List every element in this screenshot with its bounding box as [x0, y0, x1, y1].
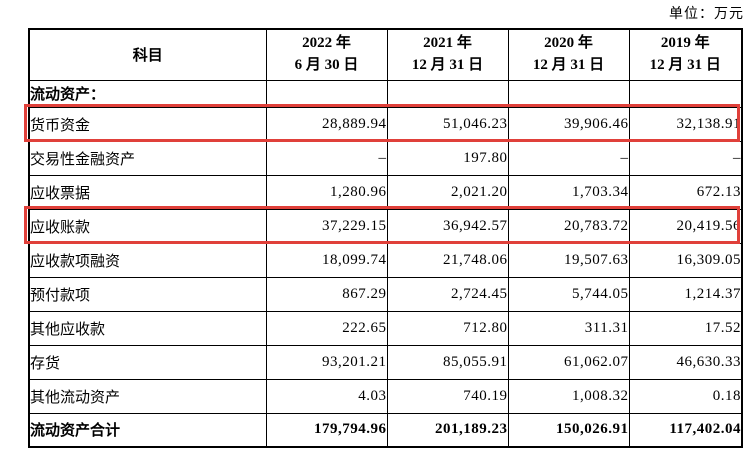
cell-value: 311.31: [507, 310, 630, 346]
column-header-2020: 2020 年 12 月 31 日: [507, 28, 630, 81]
table-row-accounts-receivable: 应收账款 37,229.15 36,942.57 20,783.72 20,41…: [28, 208, 743, 244]
table-header-row: 科目 2022 年 6 月 30 日 2021 年 12 月 31 日 2020…: [28, 28, 743, 81]
cell-value: 712.80: [386, 310, 509, 346]
row-label: 流动资产：: [28, 79, 267, 108]
cell-value: 1,214.37: [628, 276, 743, 312]
cell-value: [507, 79, 630, 108]
cell-value: 201,189.23: [386, 412, 509, 448]
cell-value: 0.18: [628, 378, 743, 414]
cell-value: 17.52: [628, 310, 743, 346]
cell-value: 37,229.15: [265, 208, 388, 244]
cell-value: 2,724.45: [386, 276, 509, 312]
cell-value: 39,906.46: [507, 106, 630, 142]
cell-value: 222.65: [265, 310, 388, 346]
row-label: 应收票据: [28, 174, 267, 210]
cell-value: 5,744.05: [507, 276, 630, 312]
row-label: 其他流动资产: [28, 378, 267, 414]
row-label: 流动资产合计: [28, 412, 267, 448]
row-label: 应收款项融资: [28, 242, 267, 278]
cell-value: –: [265, 140, 388, 176]
cell-value: 36,942.57: [386, 208, 509, 244]
cell-value: [265, 79, 388, 108]
table-row-total-current-assets: 流动资产合计 179,794.96 201,189.23 150,026.91 …: [28, 412, 743, 448]
table-row-other-current-assets: 其他流动资产 4.03 740.19 1,008.32 0.18: [28, 378, 743, 414]
table-row-inventory: 存货 93,201.21 85,055.91 61,062.07 46,630.…: [28, 344, 743, 380]
column-header-line1: 2022 年: [302, 35, 351, 51]
row-label: 存货: [28, 344, 267, 380]
cell-value: 2,021.20: [386, 174, 509, 210]
cell-value: 740.19: [386, 378, 509, 414]
cell-value: 20,419.56: [628, 208, 743, 244]
cell-value: –: [507, 140, 630, 176]
column-header-line2: 6 月 30 日: [294, 56, 359, 73]
cell-value: 18,099.74: [265, 242, 388, 278]
cell-value: 28,889.94: [265, 106, 388, 142]
column-header-line1: 2019 年: [660, 35, 710, 51]
column-header-2021: 2021 年 12 月 31 日: [386, 28, 509, 81]
cell-value: 93,201.21: [265, 344, 388, 380]
table-row-monetary-funds: 货币资金 28,889.94 51,046.23 39,906.46 32,13…: [28, 106, 743, 142]
cell-value: [628, 79, 743, 108]
cell-value: 1,703.34: [507, 174, 630, 210]
table-row-prepayments: 预付款项 867.29 2,724.45 5,744.05 1,214.37: [28, 276, 743, 312]
cell-value: 51,046.23: [386, 106, 509, 142]
row-label: 预付款项: [28, 276, 267, 312]
cell-value: 197.80: [386, 140, 509, 176]
cell-value: 21,748.06: [386, 242, 509, 278]
current-assets-table: 科目 2022 年 6 月 30 日 2021 年 12 月 31 日 2020…: [28, 28, 743, 448]
table-row-receivables-financing: 应收款项融资 18,099.74 21,748.06 19,507.63 16,…: [28, 242, 743, 278]
column-header-line1: 2020 年: [544, 35, 593, 51]
row-label: 其他应收款: [28, 310, 267, 346]
column-header-2019: 2019 年 12 月 31 日: [628, 28, 743, 81]
cell-value: –: [628, 140, 743, 176]
column-header-line2: 12 月 31 日: [649, 56, 721, 73]
unit-label: 单位：万元: [669, 7, 744, 22]
table-row-notes-receivable: 应收票据 1,280.96 2,021.20 1,703.34 672.13: [28, 174, 743, 210]
cell-value: 61,062.07: [507, 344, 630, 380]
table-row-trading-financial-assets: 交易性金融资产 – 197.80 – –: [28, 140, 743, 176]
cell-value: 1,280.96: [265, 174, 388, 210]
table-row-current-assets-section: 流动资产：: [28, 79, 743, 108]
cell-value: 19,507.63: [507, 242, 630, 278]
cell-value: 867.29: [265, 276, 388, 312]
cell-value: 672.13: [628, 174, 743, 210]
cell-value: 20,783.72: [507, 208, 630, 244]
cell-value: 117,402.04: [628, 412, 743, 448]
row-label: 货币资金: [28, 106, 267, 142]
row-label: 交易性金融资产: [28, 140, 267, 176]
table-row-other-receivables: 其他应收款 222.65 712.80 311.31 17.52: [28, 310, 743, 346]
cell-value: 150,026.91: [507, 412, 630, 448]
column-header-line1: 2021 年: [423, 35, 472, 51]
cell-value: 32,138.91: [628, 106, 743, 142]
row-label: 应收账款: [28, 208, 267, 244]
column-header-line2: 12 月 31 日: [532, 56, 605, 73]
cell-value: 85,055.91: [386, 344, 509, 380]
cell-value: 46,630.33: [628, 344, 743, 380]
column-header-subject: 科目: [28, 28, 267, 81]
cell-value: 4.03: [265, 378, 388, 414]
cell-value: [386, 79, 509, 108]
column-header-2022: 2022 年 6 月 30 日: [265, 28, 388, 81]
cell-value: 1,008.32: [507, 378, 630, 414]
cell-value: 16,309.05: [628, 242, 743, 278]
column-header-line2: 12 月 31 日: [411, 56, 484, 73]
cell-value: 179,794.96: [265, 412, 388, 448]
